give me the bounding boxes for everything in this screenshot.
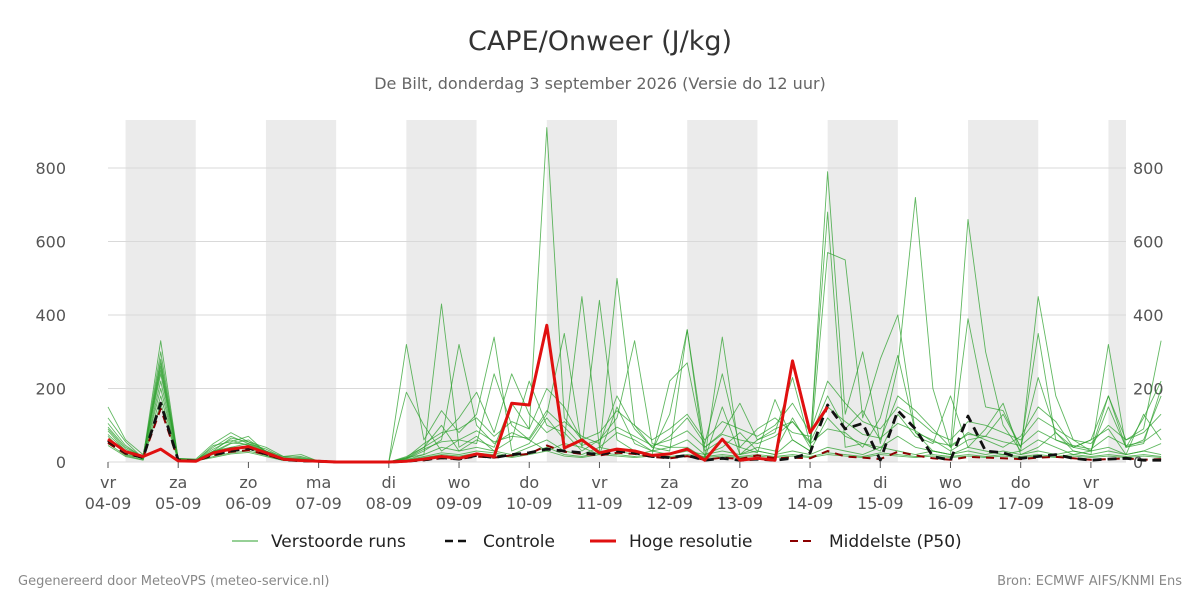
x-tick-date-0: 04-09 [85,494,132,513]
x-tick-weekday-2: zo [239,473,257,492]
x-tick-weekday-11: di [873,473,888,492]
y-tick-left-800: 800 [35,159,66,178]
x-tick-date-10: 14-09 [787,494,834,513]
y-tick-left-600: 600 [35,233,66,252]
legend: Verstoorde runs Controle Hoge resolutie … [232,532,962,552]
x-tick-weekday-6: do [519,473,539,492]
x-tick-weekday-9: zo [731,473,749,492]
day-band-5 [827,120,898,462]
x-tick-date-14: 18-09 [1068,494,1115,513]
day-band-4 [687,120,758,462]
x-tick-date-2: 06-09 [225,494,272,513]
x-tick-date-4: 08-09 [366,494,413,513]
grid-lines [108,167,1126,463]
footer-source: Bron: ECMWF AIFS/KNMI Ens [997,574,1182,589]
legend-label-median: Middelste (P50) [829,532,962,552]
day-band-6 [968,120,1039,462]
day-band-2 [406,120,477,462]
y-axis-left: 0 200 400 600 800 [35,159,66,472]
y-tick-right-800: 800 [1133,159,1164,178]
series-controle [107,401,1162,464]
legend-label-control: Controle [483,532,555,552]
x-tick-date-7: 11-09 [576,494,623,513]
y-tick-right-0: 0 [1133,453,1143,472]
x-tick-date-6: 10-09 [506,494,553,513]
chart-subtitle: De Bilt, donderdag 3 september 2026 (Ver… [374,74,826,93]
y-tick-left-0: 0 [56,453,66,472]
x-tick-date-12: 16-09 [927,494,974,513]
x-tick-date-1: 05-09 [155,494,202,513]
x-tick-weekday-8: za [661,473,679,492]
x-tick-weekday-4: di [382,473,397,492]
weekend-bands [125,120,1126,462]
x-tick-date-5: 09-09 [436,494,483,513]
day-band-7 [1108,120,1126,462]
x-tick-date-8: 12-09 [646,494,693,513]
footer-credit: Gegenereerd door MeteoVPS (meteo-service… [18,574,329,589]
x-tick-weekday-10: ma [797,473,822,492]
y-tick-right-400: 400 [1133,306,1164,325]
x-tick-weekday-1: za [169,473,187,492]
day-band-1 [265,120,337,462]
x-tick-weekday-0: vr [100,473,116,492]
x-tick-date-3: 07-09 [295,494,342,513]
ensemble-member-9 [107,369,1162,463]
x-tick-date-13: 17-09 [997,494,1044,513]
y-tick-right-200: 200 [1133,380,1164,399]
x-tick-weekday-3: ma [306,473,331,492]
x-tick-weekday-13: do [1011,473,1031,492]
y-tick-left-200: 200 [35,380,66,399]
y-tick-right-600: 600 [1133,233,1164,252]
x-tick-weekday-12: wo [939,473,962,492]
main-series [107,323,1162,464]
x-tick-date-9: 13-09 [717,494,764,513]
legend-label-ensemble: Verstoorde runs [271,532,406,552]
x-axis: vr 04-09 za 05-09 zo 06-09 ma 07-09 di 08-09 wo 09-… [85,462,1114,513]
x-tick-weekday-5: wo [448,473,471,492]
day-band-3 [546,120,617,462]
x-tick-weekday-14: vr [1083,473,1099,492]
y-axis-right: 0 200 400 600 800 [1133,159,1164,472]
chart-title: CAPE/Onweer (J/kg) [468,26,732,57]
series-hoge-resolutie [107,323,829,464]
x-tick-date-11: 15-09 [857,494,904,513]
legend-label-hires: Hoge resolutie [629,532,753,552]
x-tick-weekday-7: vr [591,473,607,492]
y-tick-left-400: 400 [35,306,66,325]
